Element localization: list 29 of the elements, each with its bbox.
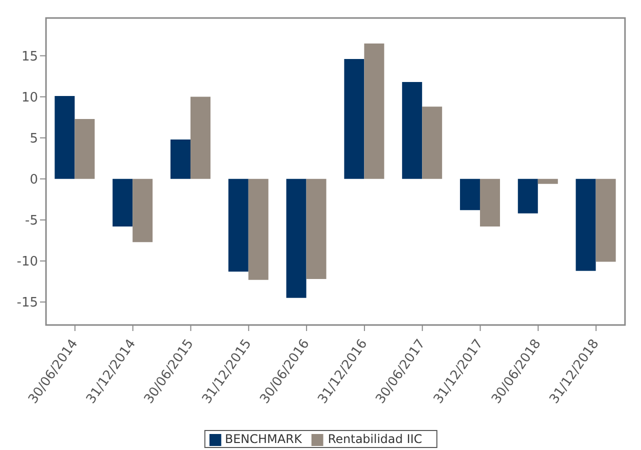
bar [518, 178, 538, 214]
bar [460, 178, 480, 210]
bar [112, 178, 133, 226]
bar [228, 178, 248, 272]
bar [402, 82, 422, 179]
y-tick-label: 10 [21, 90, 38, 106]
legend-label: Rentabilidad IIC [328, 432, 422, 446]
bar [190, 96, 210, 179]
legend-label: BENCHMARK [224, 432, 302, 446]
y-tick-label: 5 [30, 131, 38, 146]
y-tick-label: 15 [21, 49, 38, 64]
bar [344, 59, 364, 179]
bar [248, 178, 268, 280]
bar [576, 178, 596, 271]
y-tick-label: -15 [16, 296, 38, 311]
bar [538, 178, 558, 184]
y-tick-label: -10 [16, 254, 38, 270]
bar [364, 43, 384, 179]
y-tick-label: 0 [30, 172, 38, 188]
bar [170, 139, 190, 179]
bar [422, 106, 442, 179]
bar [74, 118, 95, 179]
bar [286, 178, 306, 298]
bar [480, 178, 500, 226]
bar [596, 178, 616, 262]
bar [306, 178, 326, 280]
bar [54, 96, 75, 179]
y-tick-label: -5 [25, 214, 38, 229]
bar [132, 178, 153, 242]
